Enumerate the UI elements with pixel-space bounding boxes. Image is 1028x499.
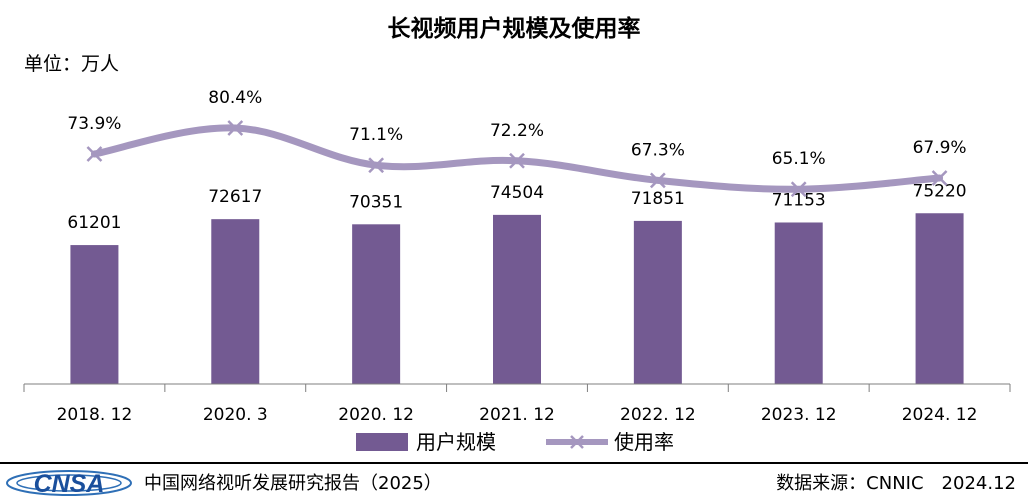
line-value-label: 67.9% — [913, 138, 967, 158]
bar — [211, 219, 260, 384]
line-point-marker — [227, 120, 244, 136]
line-point-marker — [790, 181, 807, 198]
legend-line-marker — [570, 435, 584, 449]
chart: 长视频用户规模及使用率 单位：万人 61201 72617 70351 74504 71… — [23, 15, 1011, 454]
bar — [633, 220, 682, 384]
bar — [70, 245, 119, 384]
x-tick-label: 2018. 12 — [57, 405, 133, 425]
x-axis-ticks — [23, 384, 1011, 392]
x-tick-label: 2020. 12 — [338, 405, 414, 425]
unit-label: 单位：万人 — [24, 53, 119, 75]
footer-divider — [0, 462, 1028, 464]
data-source: 数据来源：CNNIC 2024.12 — [776, 473, 1016, 494]
logo-text: CNSA — [34, 470, 105, 498]
x-tick-label: 2021. 12 — [479, 405, 555, 425]
line-value-label: 80.4% — [208, 88, 262, 108]
legend: 用户规模 使用率 — [356, 430, 674, 454]
bar — [493, 214, 541, 384]
report-title: 中国网络视听发展研究报告（2025） — [144, 473, 442, 494]
bar — [352, 224, 401, 384]
cnsa-logo: CNSA — [6, 470, 132, 498]
line-point-marker — [509, 152, 525, 169]
bar — [774, 222, 823, 384]
line-value-label: 73.9% — [67, 114, 121, 134]
x-tick-label: 2023. 12 — [761, 405, 837, 425]
bar-value-label: 72617 — [208, 187, 262, 207]
bar — [915, 213, 964, 384]
bar-value-label: 71153 — [772, 190, 826, 210]
bar-value-label: 70351 — [349, 192, 403, 212]
line-series — [86, 120, 948, 198]
x-tick-label: 2020. 3 — [203, 405, 268, 425]
line-value-label: 65.1% — [772, 149, 826, 169]
bar-value-label: 74504 — [490, 183, 544, 203]
line-value-label: 67.3% — [631, 140, 685, 160]
line-value-label: 72.2% — [490, 121, 544, 141]
bar-series — [70, 213, 964, 384]
legend-bar-label: 用户规模 — [416, 430, 496, 454]
line-point-marker — [649, 172, 666, 189]
line-point-marker — [86, 146, 103, 162]
line-labels: 73.9% 80.4% 71.1% 72.2% 67.3% 65.1% 67.9% — [67, 88, 966, 169]
line-point-marker — [368, 157, 385, 174]
x-tick-label: 2022. 12 — [620, 405, 696, 425]
x-axis-tick-labels: 2018. 12 2020. 3 2020. 12 2021. 12 2022. 12 2… — [57, 405, 978, 425]
footer: CNSA 中国网络视听发展研究报告（2025） 数据来源：CNNIC 2024.… — [0, 462, 1028, 499]
bar-value-label: 75220 — [913, 181, 967, 201]
line-value-label: 71.1% — [349, 125, 403, 145]
chart-title: 长视频用户规模及使用率 — [388, 15, 641, 42]
bar-value-label: 61201 — [67, 213, 121, 233]
legend-line-label: 使用率 — [614, 430, 674, 454]
line-point-marker — [931, 170, 948, 186]
bar-labels: 61201 72617 70351 74504 71851 71153 75220 — [67, 181, 966, 233]
bar-value-label: 71851 — [631, 189, 685, 209]
legend-bar-swatch — [356, 433, 408, 451]
x-tick-label: 2024. 12 — [902, 405, 978, 425]
